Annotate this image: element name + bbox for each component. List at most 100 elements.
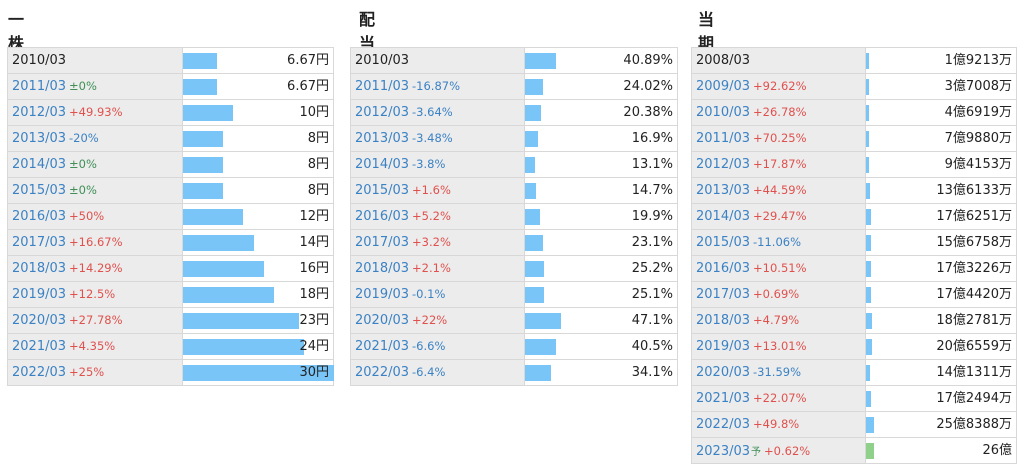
row-label: 2009/03 +92.62% — [691, 73, 866, 100]
row-label: 2011/03 -16.87% — [350, 73, 525, 100]
change-rate: +25% — [69, 365, 105, 379]
year-link[interactable]: 2023/03 — [696, 443, 751, 459]
change-rate: +27.78% — [69, 313, 123, 327]
row-label: 2014/03 -3.8% — [350, 151, 525, 178]
row-label: 2022/03 -6.4% — [350, 359, 525, 386]
value-text: 23円 — [299, 313, 329, 328]
value-bar — [183, 79, 217, 95]
year-link[interactable]: 2011/03 — [355, 79, 410, 94]
year-link[interactable]: 2019/03 — [12, 287, 67, 302]
year-link[interactable]: 2014/03 — [12, 157, 67, 172]
payout-rows: 2010/03 40.89% 2011/03 -16.87% 24.02% 2012/03… — [350, 47, 678, 386]
value-text: 4億6919万 — [944, 105, 1012, 120]
value-bar — [866, 313, 872, 329]
change-rate: +17.87% — [753, 157, 807, 171]
year-link[interactable]: 2013/03 — [12, 131, 67, 146]
value-bar — [525, 287, 545, 303]
year-link[interactable]: 2015/03 — [696, 235, 751, 250]
row-label: 2019/03 +13.01% — [691, 333, 866, 360]
year-link[interactable]: 2020/03 — [696, 365, 751, 380]
year-link[interactable]: 2012/03 — [12, 105, 67, 120]
row-value-cell: 40.89% — [524, 47, 678, 74]
change-rate: +14.29% — [69, 261, 123, 275]
value-text: 24円 — [299, 339, 329, 354]
year-link[interactable]: 2019/03 — [696, 339, 751, 354]
year-link[interactable]: 2022/03 — [355, 365, 410, 380]
year-link[interactable]: 2009/03 — [696, 79, 751, 94]
year-link[interactable]: 2015/03 — [355, 183, 410, 198]
year-link[interactable]: 2010/03 — [696, 105, 751, 120]
year-link[interactable]: 2022/03 — [12, 365, 67, 380]
row-label: 2018/03 +4.79% — [691, 307, 866, 334]
year-link[interactable]: 2011/03 — [12, 79, 67, 94]
row-value-cell: 18円 — [182, 281, 334, 308]
row-label: 2017/03 +16.67% — [7, 229, 183, 256]
year-link[interactable]: 2012/03 — [696, 157, 751, 172]
year-link[interactable]: 2020/03 — [355, 313, 410, 328]
change-rate: +5.2% — [412, 209, 451, 223]
year-link[interactable]: 2017/03 — [696, 287, 751, 302]
year-link[interactable]: 2018/03 — [12, 261, 67, 276]
value-text: 20億6559万 — [936, 339, 1012, 354]
table-row: 2011/03 ±0% 6.67円 — [7, 73, 334, 100]
value-text: 13.1% — [631, 157, 673, 172]
row-label: 2012/03 +49.93% — [7, 99, 183, 126]
year-link[interactable]: 2022/03 — [696, 417, 751, 432]
change-rate: -3.64% — [412, 105, 453, 119]
year-link[interactable]: 2016/03 — [12, 209, 67, 224]
value-text: 25.2% — [631, 261, 673, 276]
year-link[interactable]: 2019/03 — [355, 287, 410, 302]
row-value-cell: 25.2% — [524, 255, 678, 282]
year-link[interactable]: 2013/03 — [696, 183, 751, 198]
year-link: 2010/03 — [12, 53, 67, 68]
year-link[interactable]: 2016/03 — [355, 209, 410, 224]
change-rate: +50% — [69, 209, 105, 223]
row-label: 2021/03 +22.07% — [691, 385, 866, 412]
year-link[interactable]: 2011/03 — [696, 131, 751, 146]
row-value-cell: 6.67円 — [182, 47, 334, 74]
year-link[interactable]: 2017/03 — [12, 235, 67, 250]
table-row: 2019/03 -0.1% 25.1% — [350, 281, 678, 308]
row-label: 2011/03 +70.25% — [691, 125, 866, 152]
value-text: 20.38% — [623, 105, 673, 120]
change-rate: -31.59% — [753, 365, 802, 379]
row-label: 2010/03 — [7, 47, 183, 74]
table-row: 2020/03 +22% 47.1% — [350, 307, 678, 334]
change-rate: -0.1% — [412, 287, 446, 301]
value-bar — [525, 339, 556, 355]
year-link[interactable]: 2021/03 — [696, 391, 751, 406]
row-label: 2011/03 ±0% — [7, 73, 183, 100]
change-rate: ±0% — [69, 79, 97, 93]
row-value-cell: 20億6559万 — [865, 333, 1017, 360]
year-link[interactable]: 2020/03 — [12, 313, 67, 328]
row-label: 2019/03 +12.5% — [7, 281, 183, 308]
year-link[interactable]: 2014/03 — [355, 157, 410, 172]
row-value-cell: 19.9% — [524, 203, 678, 230]
change-rate: +92.62% — [753, 79, 807, 93]
value-bar — [525, 235, 543, 251]
value-text: 3億7008万 — [944, 79, 1012, 94]
value-bar — [525, 209, 541, 225]
row-label: 2020/03 -31.59% — [691, 359, 866, 386]
year-link[interactable]: 2021/03 — [12, 339, 67, 354]
year-link[interactable]: 2018/03 — [355, 261, 410, 276]
year-link[interactable]: 2014/03 — [696, 209, 751, 224]
value-text: 24.02% — [623, 79, 673, 94]
year-link[interactable]: 2017/03 — [355, 235, 410, 250]
year-link[interactable]: 2015/03 — [12, 183, 67, 198]
table-row: 2023/03予 +0.62% 26億 — [691, 437, 1017, 464]
value-bar — [866, 79, 869, 95]
dividend-rows: 2010/03 6.67円 2011/03 ±0% 6.67円 2012/03 +49.93… — [7, 47, 334, 386]
row-label: 2017/03 +0.69% — [691, 281, 866, 308]
table-row: 2018/03 +4.79% 18億2781万 — [691, 307, 1017, 334]
year-link[interactable]: 2016/03 — [696, 261, 751, 276]
value-bar — [866, 443, 874, 459]
table-row: 2017/03 +0.69% 17億4420万 — [691, 281, 1017, 308]
value-text: 10円 — [299, 105, 329, 120]
value-text: 6.67円 — [287, 53, 329, 68]
year-link[interactable]: 2013/03 — [355, 131, 410, 146]
year-link[interactable]: 2018/03 — [696, 313, 751, 328]
year-link[interactable]: 2012/03 — [355, 105, 410, 120]
value-bar — [525, 157, 535, 173]
year-link[interactable]: 2021/03 — [355, 339, 410, 354]
